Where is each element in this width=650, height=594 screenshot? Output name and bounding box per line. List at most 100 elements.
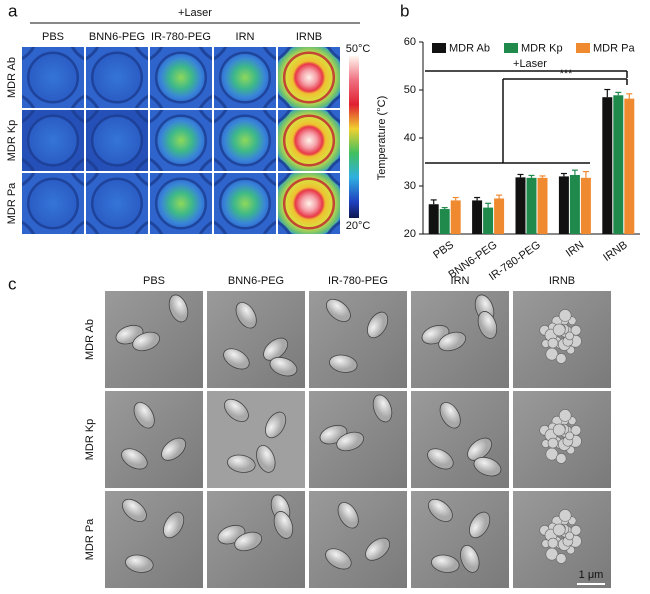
annotation: *** (560, 68, 574, 80)
panel-label: b (400, 1, 409, 20)
bar (613, 95, 624, 234)
sem-image (411, 291, 509, 388)
row-label: MDR Ab (6, 57, 18, 98)
aggregate (547, 437, 559, 449)
column-label: BNN6-PEG (228, 275, 284, 287)
bacterium (427, 498, 453, 522)
aggregate (558, 509, 572, 522)
well-edge (90, 114, 144, 167)
legend-swatch (432, 43, 446, 53)
well-edge (282, 177, 336, 230)
sem-image (207, 391, 305, 488)
bacterium (438, 331, 467, 352)
well (156, 115, 206, 166)
thermal-image (278, 47, 340, 108)
y-tick-label: 30 (404, 180, 416, 192)
bacterium (132, 331, 161, 352)
bacterium (168, 294, 189, 323)
y-tick-label: 60 (404, 36, 416, 48)
bacterium (161, 437, 187, 461)
bacterium (235, 302, 257, 329)
bacterium (125, 554, 154, 573)
tile-bg (105, 491, 203, 588)
sem-image (207, 491, 305, 588)
column-label: IR-780-PEG (151, 31, 211, 43)
well (156, 178, 206, 229)
sem-image (105, 391, 203, 488)
bar (428, 204, 439, 234)
aggregate (570, 525, 582, 536)
well (220, 52, 270, 103)
bacterium (263, 337, 289, 361)
thermal-image (214, 173, 276, 234)
aggregate (555, 353, 567, 364)
colorbar (349, 56, 359, 218)
column-label: BNN6-PEG (89, 31, 145, 43)
bacterium (325, 548, 352, 570)
legend-label: MDR Pa (593, 42, 635, 54)
sem-image (309, 391, 407, 488)
bacterium (256, 445, 276, 473)
bar (515, 177, 526, 234)
sem-image (105, 291, 203, 388)
sem-image (513, 291, 611, 388)
bacterium (467, 437, 493, 461)
bacterium (121, 448, 148, 470)
well (278, 173, 340, 234)
well-edge (218, 114, 272, 167)
bacterium (460, 545, 480, 573)
bacterium (431, 554, 460, 573)
bacterium (265, 411, 287, 439)
well (278, 110, 340, 171)
aggregate (547, 337, 559, 349)
well-edge (282, 51, 336, 104)
well (156, 52, 206, 103)
well (28, 52, 78, 103)
sem-image (411, 391, 509, 488)
bacterium (439, 402, 461, 429)
panel-label: a (8, 1, 18, 20)
thermal-image (150, 110, 212, 171)
x-tick-label: IRN (564, 239, 586, 260)
legend-swatch (576, 43, 590, 53)
aggregate (552, 323, 566, 337)
well (220, 178, 270, 229)
column-label: PBS (42, 31, 64, 43)
bar (537, 177, 548, 234)
bar (624, 98, 635, 234)
thermal-image (86, 173, 148, 234)
legend-label: MDR Kp (521, 42, 563, 54)
column-label: IR-780-PEG (328, 275, 388, 287)
well-edge (154, 114, 208, 167)
bacterium (223, 348, 250, 370)
row-label: MDR Ab (84, 319, 96, 360)
bacterium (337, 502, 359, 529)
bar (602, 97, 613, 234)
panel-label: c (8, 274, 17, 293)
well-edge (90, 51, 144, 104)
bacterium (121, 498, 147, 522)
bacterium (227, 454, 256, 473)
well-edge (26, 51, 80, 104)
sem-image (105, 491, 203, 588)
bar (494, 198, 505, 234)
column-label: IRNB (296, 31, 322, 43)
well-edge (154, 51, 208, 104)
legend-label: MDR Ab (449, 42, 490, 54)
colorbar-min: 20°C (346, 220, 371, 232)
thermal-image (278, 110, 340, 171)
legend-swatch (504, 43, 518, 53)
bar (526, 177, 537, 234)
aggregate (558, 409, 572, 422)
well-edge (282, 114, 336, 167)
well (92, 52, 142, 103)
well-edge (90, 177, 144, 230)
row-label: MDR Kp (84, 419, 96, 461)
bacterium (329, 354, 358, 373)
scale-bar-label: 1 μm (579, 569, 604, 581)
thermal-image (278, 173, 340, 234)
sem-image (513, 391, 611, 488)
x-tick-label: PBS (431, 239, 456, 261)
bar (580, 177, 591, 234)
bacterium (427, 448, 454, 470)
